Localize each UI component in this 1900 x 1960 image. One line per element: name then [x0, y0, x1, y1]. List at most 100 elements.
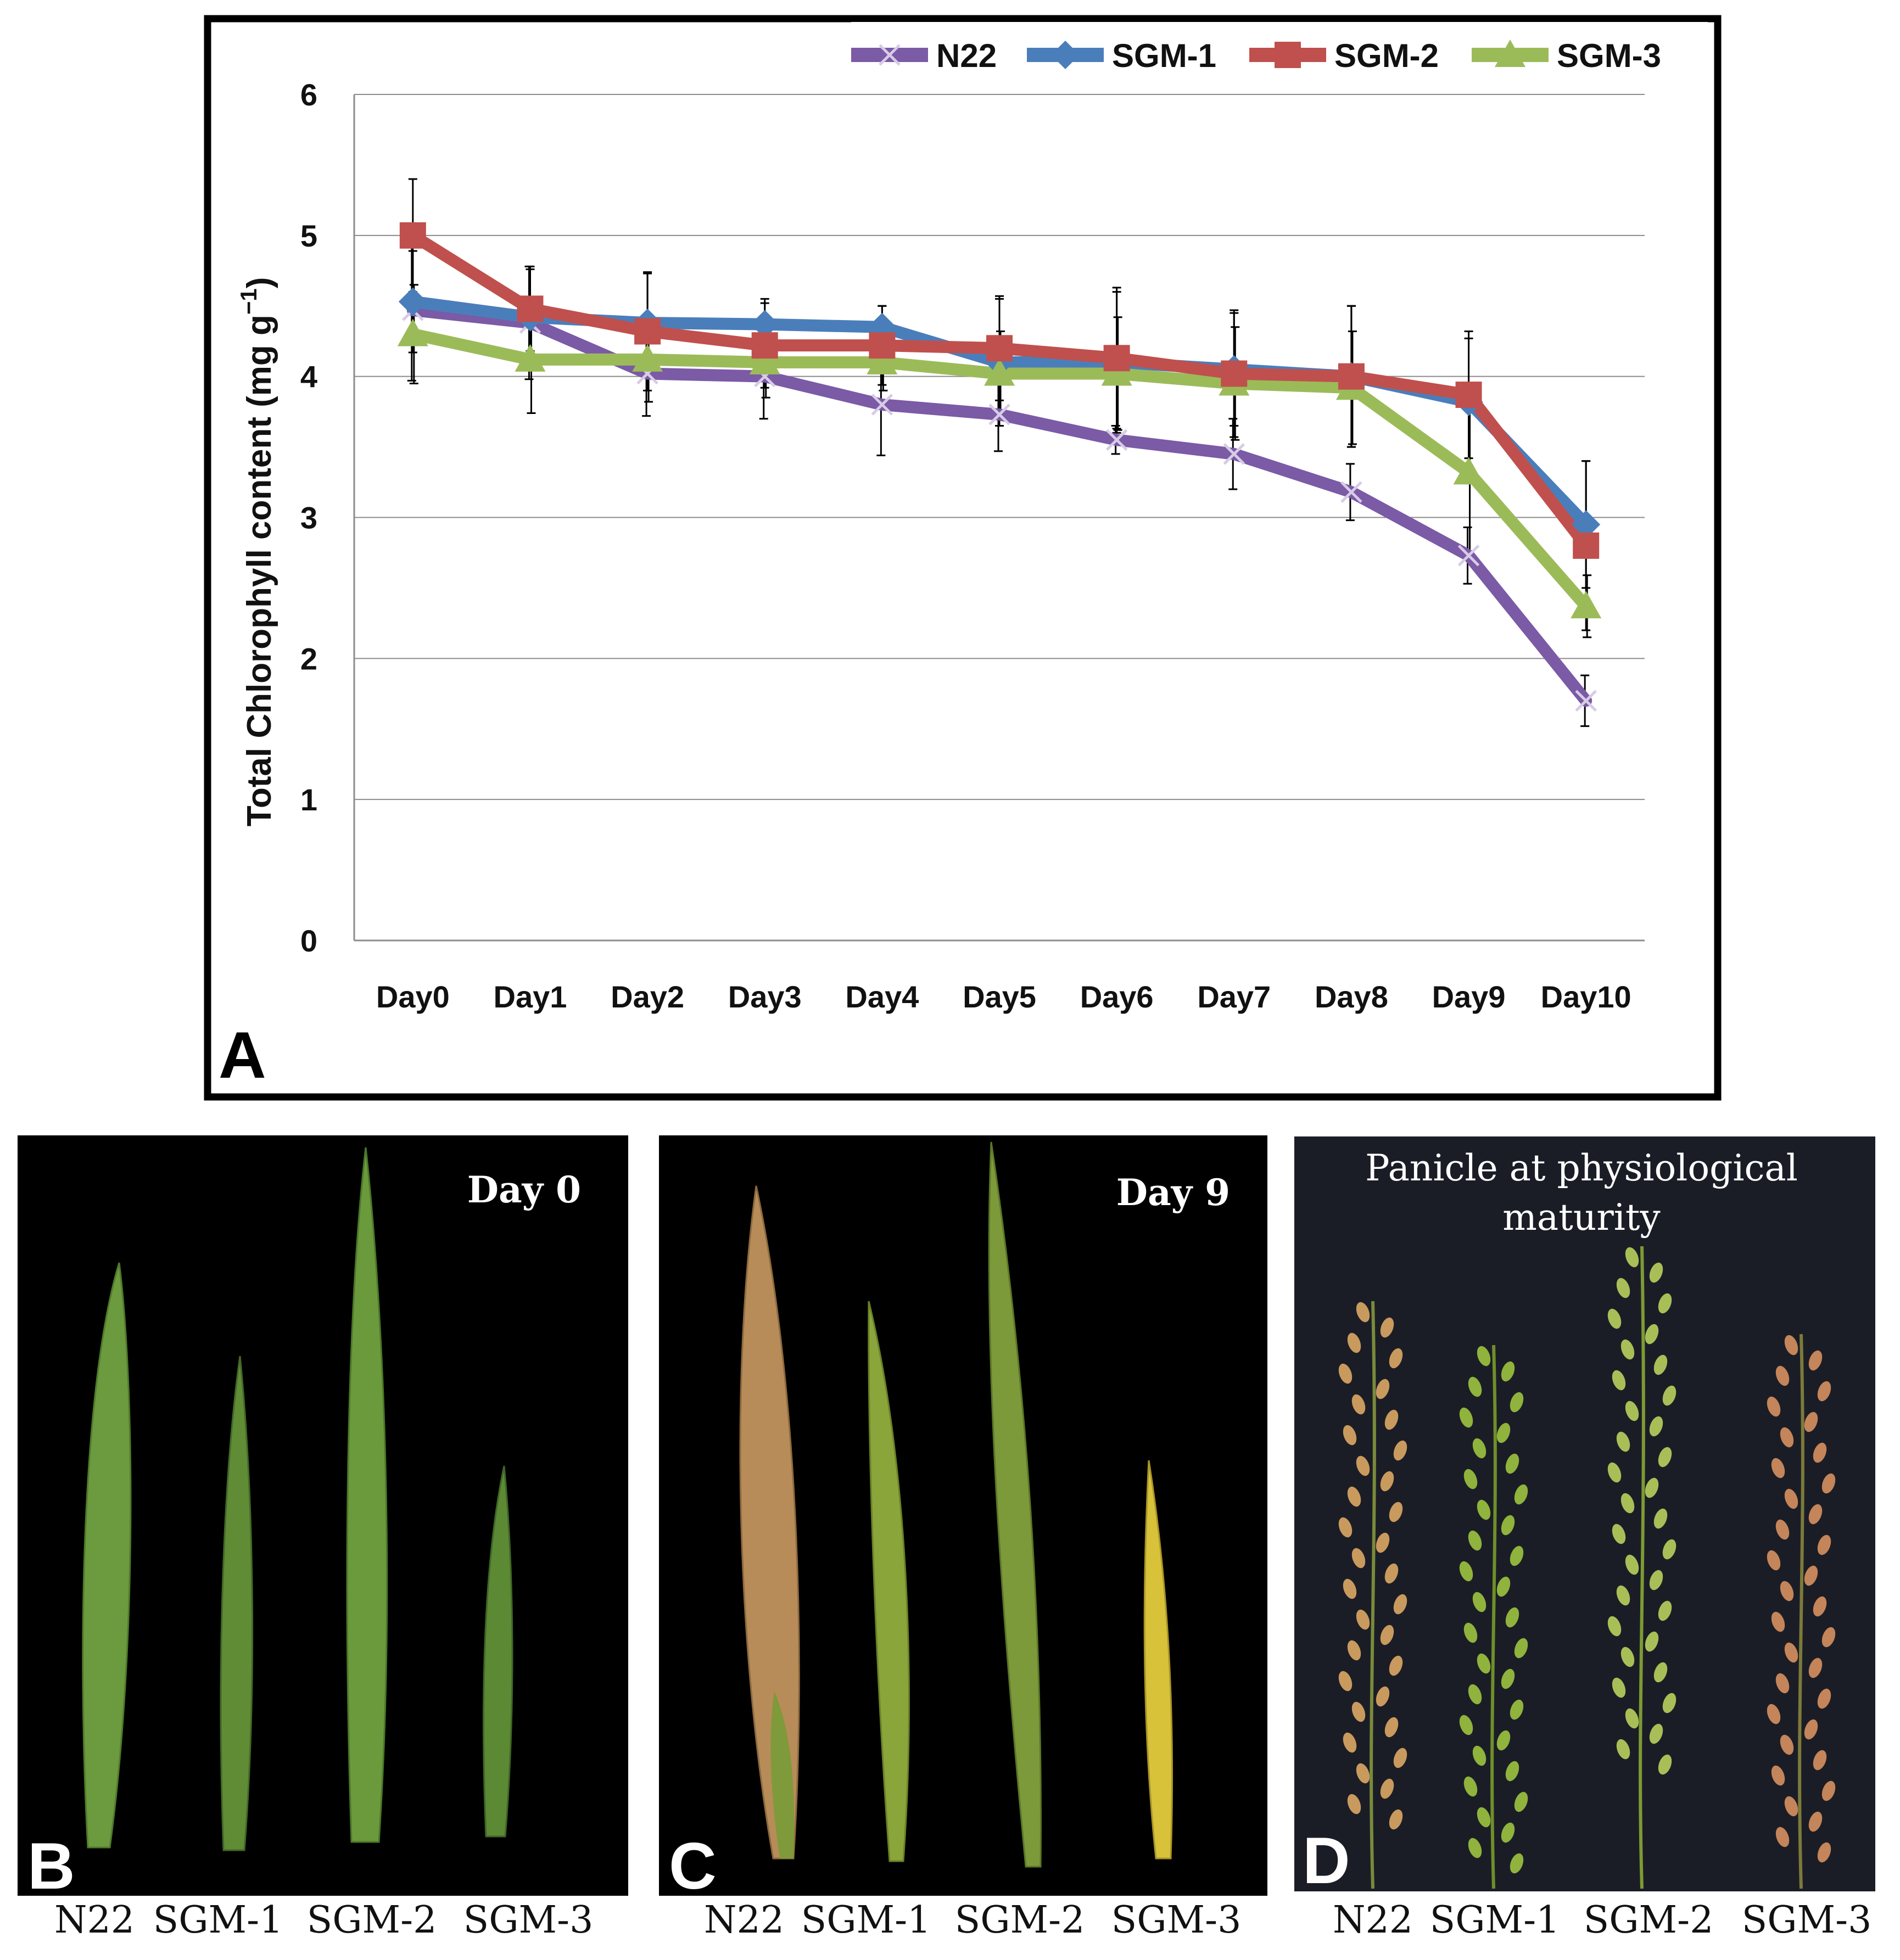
panicle-grain — [1804, 1565, 1818, 1586]
data-point-n22 — [1340, 481, 1362, 503]
panicles — [1338, 1246, 1836, 1889]
panicle-grain — [1775, 1673, 1790, 1694]
panicle-grain — [1775, 1519, 1790, 1540]
x-tick-label: Day4 — [845, 979, 919, 1014]
x-tick-label: Day9 — [1432, 979, 1506, 1014]
panicle-grain — [1389, 1502, 1403, 1522]
legend-marker-sgm-1 — [1051, 41, 1080, 69]
legend-label-sgm-1: SGM-1 — [1112, 37, 1216, 74]
panicle — [1607, 1246, 1677, 1889]
panicle-grain — [1343, 1425, 1357, 1446]
panicle-grain — [1817, 1688, 1831, 1709]
panicle-grain — [1347, 1486, 1361, 1507]
legend-label-n22: N22 — [936, 37, 997, 74]
panicle-grain — [1459, 1407, 1473, 1428]
panicle-grain — [1780, 1581, 1794, 1601]
panicle-grain — [1393, 1440, 1407, 1461]
panicle-grain — [1784, 1796, 1798, 1817]
panel-letter-c: C — [669, 1829, 717, 1903]
x-tick-label: Day6 — [1080, 979, 1154, 1014]
data-point-n22 — [1457, 545, 1480, 567]
panicle-grain — [1649, 1570, 1663, 1591]
panel-d-label-sgm2: SGM-2 — [1584, 1899, 1714, 1942]
panicle-grain — [1351, 1394, 1366, 1415]
data-point-sgm-1 — [750, 310, 779, 339]
panicle-grain — [1813, 1442, 1827, 1463]
panel-d-caption-line2: maturity — [1502, 1196, 1661, 1239]
panicle-grain — [1662, 1693, 1677, 1713]
panicle-grain — [1804, 1412, 1818, 1432]
y-tick-label: 3 — [300, 501, 317, 535]
panicle-grain — [1649, 1416, 1663, 1437]
panicle-grain — [1351, 1701, 1366, 1722]
x-tick-label: Day0 — [376, 979, 450, 1014]
panicle-grain — [1472, 1745, 1487, 1766]
panicle-grain — [1645, 1324, 1659, 1345]
panicle-grain — [1496, 1576, 1511, 1597]
panicle-grain — [1625, 1247, 1639, 1268]
panicle-grain — [1393, 1594, 1407, 1615]
marker-x-stroke — [1223, 443, 1245, 465]
panicle-grain — [1817, 1381, 1831, 1402]
panicle-grain — [1468, 1838, 1482, 1858]
y-tick-label: 1 — [300, 782, 317, 817]
y-tick-labels: 0 1 2 3 4 5 6 — [300, 77, 317, 958]
panicle-grain — [1477, 1346, 1491, 1367]
panicle-grain — [1771, 1765, 1785, 1786]
panicle-grain — [1607, 1308, 1622, 1329]
panicle-stem — [1798, 1334, 1804, 1889]
data-point-n22 — [1105, 429, 1128, 451]
panicle-grain — [1612, 1370, 1626, 1391]
panicle-grain — [1343, 1732, 1357, 1753]
panicle-grain — [1808, 1504, 1823, 1525]
panicle-grain — [1472, 1438, 1487, 1459]
panicle-grain — [1607, 1462, 1622, 1483]
leaf-sgm1-day9 — [868, 1301, 910, 1862]
marker-x-stroke — [1457, 545, 1480, 567]
panicle-grain — [1653, 1354, 1668, 1375]
data-point-sgm-2 — [1103, 345, 1130, 372]
panicle-grain — [1459, 1715, 1473, 1735]
legend: N22 SGM-1 SGM-2 SGM-3 — [851, 37, 1661, 74]
marker-x-stroke — [879, 44, 901, 66]
panicle-grain — [1389, 1348, 1403, 1369]
panel-b-label-sgm2: SGM-2 — [307, 1899, 437, 1942]
panel-c-label-sgm3: SGM-3 — [1111, 1899, 1242, 1942]
panicle-grain — [1658, 1600, 1672, 1621]
panicle-grain — [1351, 1548, 1366, 1569]
panicle-grain — [1501, 1668, 1515, 1689]
panicle-grain — [1389, 1655, 1403, 1676]
data-point-sgm-2 — [986, 335, 1013, 362]
panel-c-label-sgm2: SGM-2 — [955, 1899, 1085, 1942]
leaf-sgm3-day9 — [1143, 1460, 1173, 1860]
data-point-sgm-3 — [984, 358, 1015, 386]
panicle-grain — [1625, 1708, 1639, 1729]
panicle-grain — [1645, 1477, 1659, 1498]
panel-d-caption-line1: Panicle at physiological — [1365, 1147, 1798, 1189]
panicle-grain — [1767, 1396, 1781, 1417]
panicle-grain — [1612, 1524, 1626, 1544]
data-point-sgm-2 — [1221, 360, 1248, 387]
data-point-n22 — [1575, 690, 1597, 712]
panicle — [1459, 1345, 1528, 1889]
panicle-grain — [1356, 1302, 1370, 1323]
panel-d-label-sgm1: SGM-1 — [1430, 1899, 1560, 1942]
legend-marker-sgm-2 — [1275, 42, 1301, 68]
panel-d-photo — [1294, 1136, 1875, 1891]
panicle-grain — [1510, 1392, 1524, 1413]
data-point-n22 — [1223, 443, 1245, 465]
panicle-grain — [1338, 1671, 1353, 1692]
panicle-grain — [1514, 1638, 1528, 1659]
panicle-grain — [1393, 1748, 1407, 1768]
panicle-grain — [1356, 1763, 1370, 1784]
x-tick-label: Day1 — [494, 979, 567, 1014]
marker-x-stroke — [1340, 481, 1362, 503]
data-point-sgm-2 — [634, 318, 661, 345]
panicle-grain — [1804, 1719, 1818, 1740]
panicle-grain — [1463, 1622, 1478, 1643]
panicle-grain — [1649, 1723, 1663, 1744]
data-point-sgm-2 — [869, 332, 896, 359]
panicle-grain — [1821, 1780, 1836, 1801]
panicle-grain — [1477, 1807, 1491, 1828]
panicle-grain — [1813, 1596, 1827, 1617]
